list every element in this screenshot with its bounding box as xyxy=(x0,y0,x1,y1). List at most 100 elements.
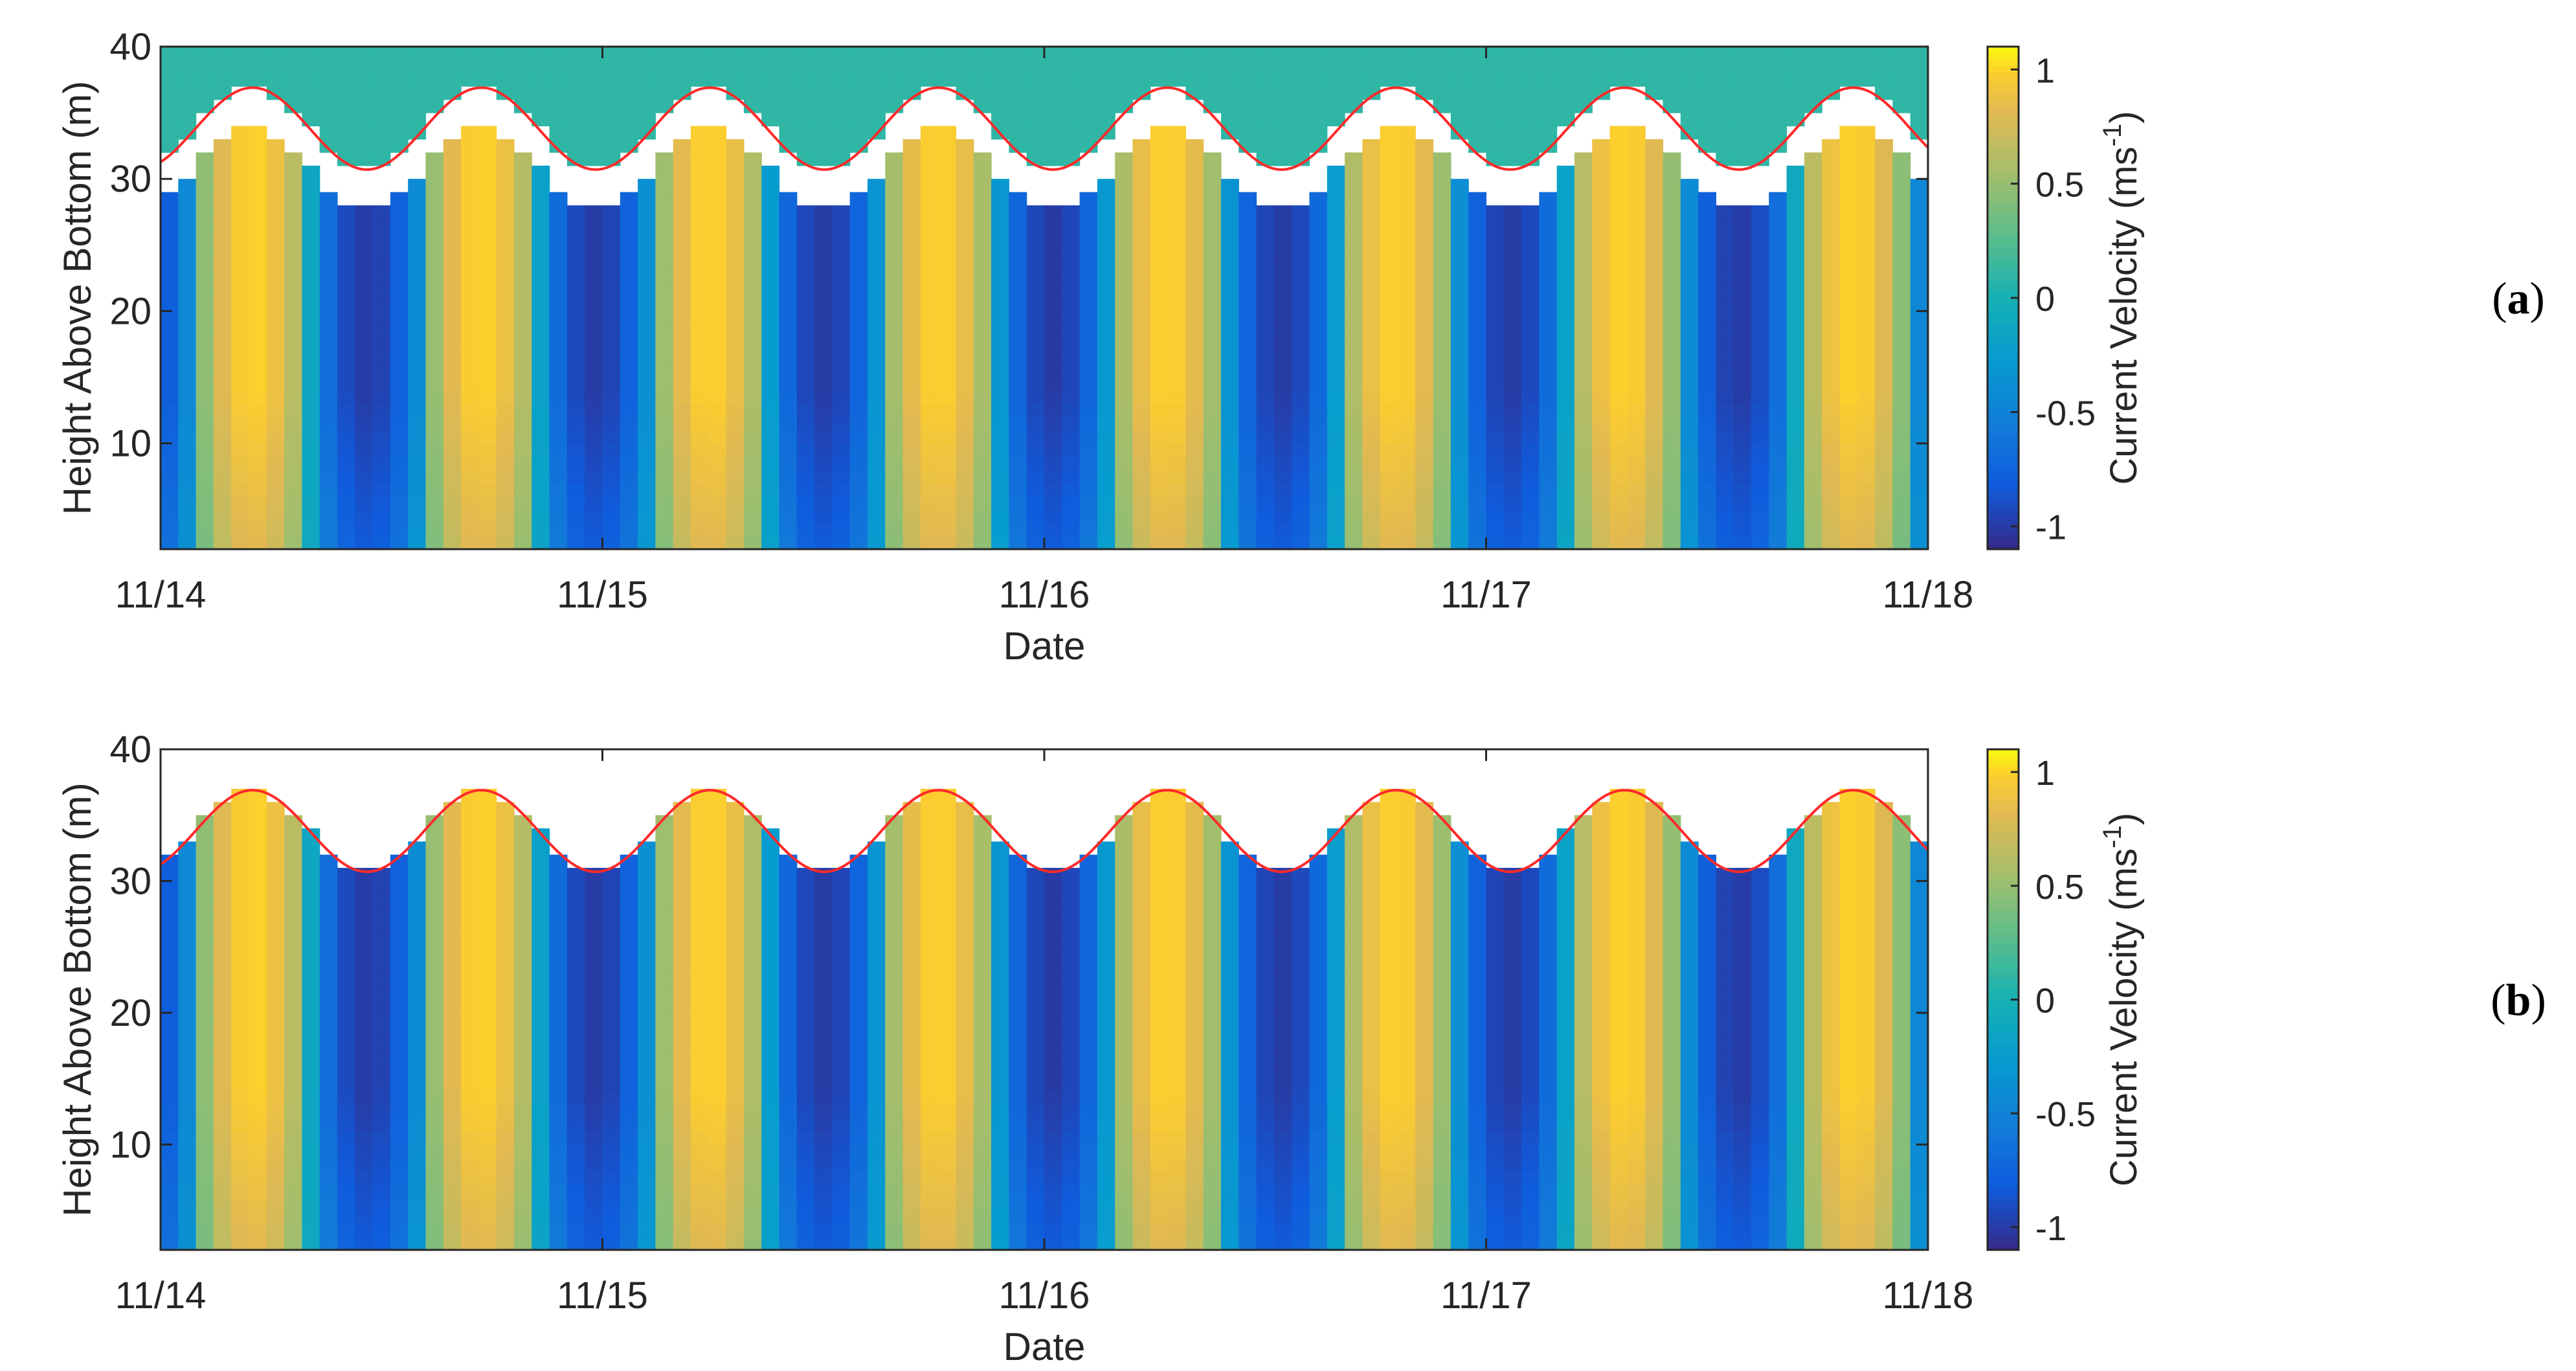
heatmap-cell xyxy=(638,496,656,510)
heatmap-cell xyxy=(1221,509,1239,523)
heatmap-cell xyxy=(1663,324,1681,338)
heatmap-cell xyxy=(779,324,798,338)
heatmap-cell xyxy=(514,1078,532,1093)
heatmap-cell xyxy=(779,126,798,140)
heatmap-cell xyxy=(1503,403,1522,418)
heatmap-cell xyxy=(602,258,621,272)
heatmap-cell xyxy=(1115,73,1134,87)
heatmap-cell xyxy=(161,1223,179,1238)
heatmap-cell xyxy=(743,536,762,550)
heatmap-cell xyxy=(1203,245,1222,259)
heatmap-cell xyxy=(868,907,886,921)
heatmap-cell xyxy=(743,1184,762,1198)
heatmap-cell xyxy=(549,337,568,352)
colorbar-segment xyxy=(1988,380,2019,387)
heatmap-cell xyxy=(231,337,250,352)
heatmap-cell xyxy=(549,960,568,974)
colorbar-segment xyxy=(1988,115,2019,123)
heatmap-cell xyxy=(532,1223,550,1238)
heatmap-cell xyxy=(231,192,250,206)
heatmap-cell xyxy=(1822,86,1841,100)
heatmap-cell xyxy=(726,1118,745,1132)
heatmap-cell xyxy=(1486,86,1505,100)
heatmap-cell xyxy=(461,1052,479,1066)
heatmap-cell xyxy=(337,416,355,431)
heatmap-cell xyxy=(1574,179,1593,193)
heatmap-cell xyxy=(302,1157,320,1172)
heatmap-cell xyxy=(1751,258,1769,272)
heatmap-cell xyxy=(1256,218,1275,232)
heatmap-cell xyxy=(161,1170,179,1184)
heatmap-cell xyxy=(1309,364,1328,378)
heatmap-cell xyxy=(1751,205,1769,220)
heatmap-cell xyxy=(743,960,762,974)
heatmap-cell xyxy=(885,1184,904,1198)
heatmap-cell xyxy=(408,868,427,881)
heatmap-cell xyxy=(1097,113,1115,127)
heatmap-cell xyxy=(443,218,462,232)
heatmap-cell xyxy=(249,1236,267,1251)
heatmap-cell xyxy=(1804,218,1822,232)
heatmap-cell xyxy=(178,854,197,868)
heatmap-cell xyxy=(585,907,603,921)
heatmap-cell xyxy=(478,1170,497,1184)
heatmap-cell xyxy=(1910,523,1929,537)
heatmap-cell xyxy=(249,205,267,220)
heatmap-cell xyxy=(1875,523,1893,537)
heatmap-cell xyxy=(231,416,250,431)
heatmap-cell xyxy=(1839,152,1858,166)
heatmap-cell xyxy=(638,86,656,100)
heatmap-cell xyxy=(443,298,462,312)
heatmap-cell xyxy=(496,1065,515,1080)
heatmap-cell xyxy=(655,828,674,842)
heatmap-cell xyxy=(1592,179,1611,193)
heatmap-cell xyxy=(284,815,302,829)
heatmap-cell xyxy=(1539,218,1558,232)
heatmap-cell xyxy=(1309,113,1328,127)
heatmap-cell xyxy=(514,1157,532,1172)
heatmap-cell xyxy=(832,894,851,908)
heatmap-cell xyxy=(461,377,479,391)
heatmap-cell xyxy=(1168,482,1186,497)
heatmap-cell xyxy=(514,1118,532,1132)
heatmap-cell xyxy=(1769,430,1787,444)
heatmap-cell xyxy=(478,841,497,855)
heatmap-cell xyxy=(408,443,427,457)
heatmap-cell xyxy=(514,496,532,510)
heatmap-cell xyxy=(1044,390,1062,404)
heatmap-cell xyxy=(1292,113,1310,127)
heatmap-cell xyxy=(1398,364,1416,378)
heatmap-cell xyxy=(532,920,550,935)
heatmap-cell xyxy=(761,443,780,457)
heatmap-cell xyxy=(1574,218,1593,232)
heatmap-cell xyxy=(902,1197,921,1211)
heatmap-cell xyxy=(1415,284,1434,299)
heatmap-cell xyxy=(1292,416,1310,431)
heatmap-cell xyxy=(1380,443,1398,457)
heatmap-cell xyxy=(1450,231,1469,245)
heatmap-cell xyxy=(161,350,179,365)
heatmap-cell xyxy=(1733,443,1752,457)
heatmap-cell xyxy=(532,523,550,537)
heatmap-cell xyxy=(1892,245,1911,259)
heatmap-cell xyxy=(1362,311,1381,325)
heatmap-cell xyxy=(266,324,285,338)
heatmap-cell xyxy=(302,1223,320,1238)
heatmap-cell xyxy=(1238,509,1257,523)
heatmap-cell xyxy=(302,920,320,935)
heatmap-cell xyxy=(1733,47,1752,60)
heatmap-cell xyxy=(1769,324,1787,338)
heatmap-cell xyxy=(620,99,638,113)
heatmap-cell xyxy=(161,1197,179,1211)
heatmap-cell xyxy=(302,443,320,457)
heatmap-cell xyxy=(1238,231,1257,245)
heatmap-cell xyxy=(708,496,727,510)
colorbar-segment xyxy=(1988,367,2019,374)
heatmap-cell xyxy=(761,482,780,497)
heatmap-cell xyxy=(1044,60,1062,74)
heatmap-cell xyxy=(655,86,674,100)
heatmap-cell xyxy=(566,245,585,259)
heatmap-cell xyxy=(1769,311,1787,325)
heatmap-cell xyxy=(1857,179,1876,193)
heatmap-cell xyxy=(1327,496,1345,510)
